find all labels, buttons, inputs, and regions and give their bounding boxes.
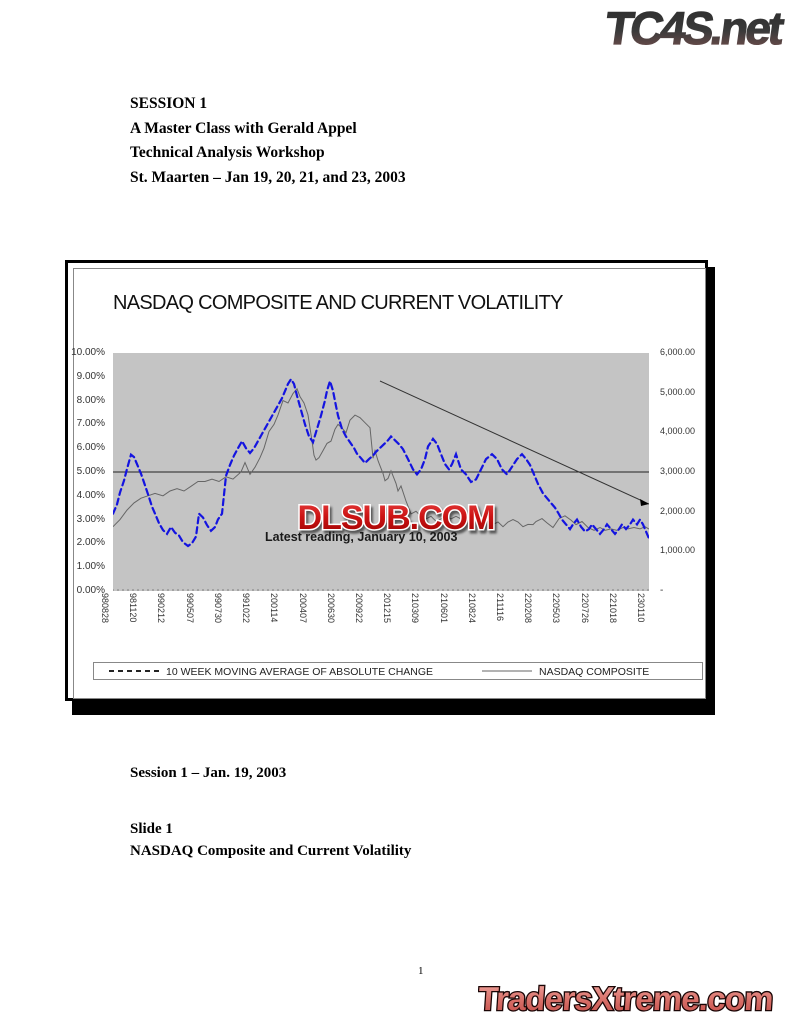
svg-text:10 WEEK MOVING AVERAGE OF ABSO: 10 WEEK MOVING AVERAGE OF ABSOLUTE CHANG… <box>166 666 433 678</box>
svg-text:NASDAQ COMPOSITE: NASDAQ COMPOSITE <box>539 666 649 678</box>
svg-text:TC4S.net: TC4S.net <box>602 2 787 53</box>
svg-text:TradersXtreme.com: TradersXtreme.com <box>478 981 774 1018</box>
